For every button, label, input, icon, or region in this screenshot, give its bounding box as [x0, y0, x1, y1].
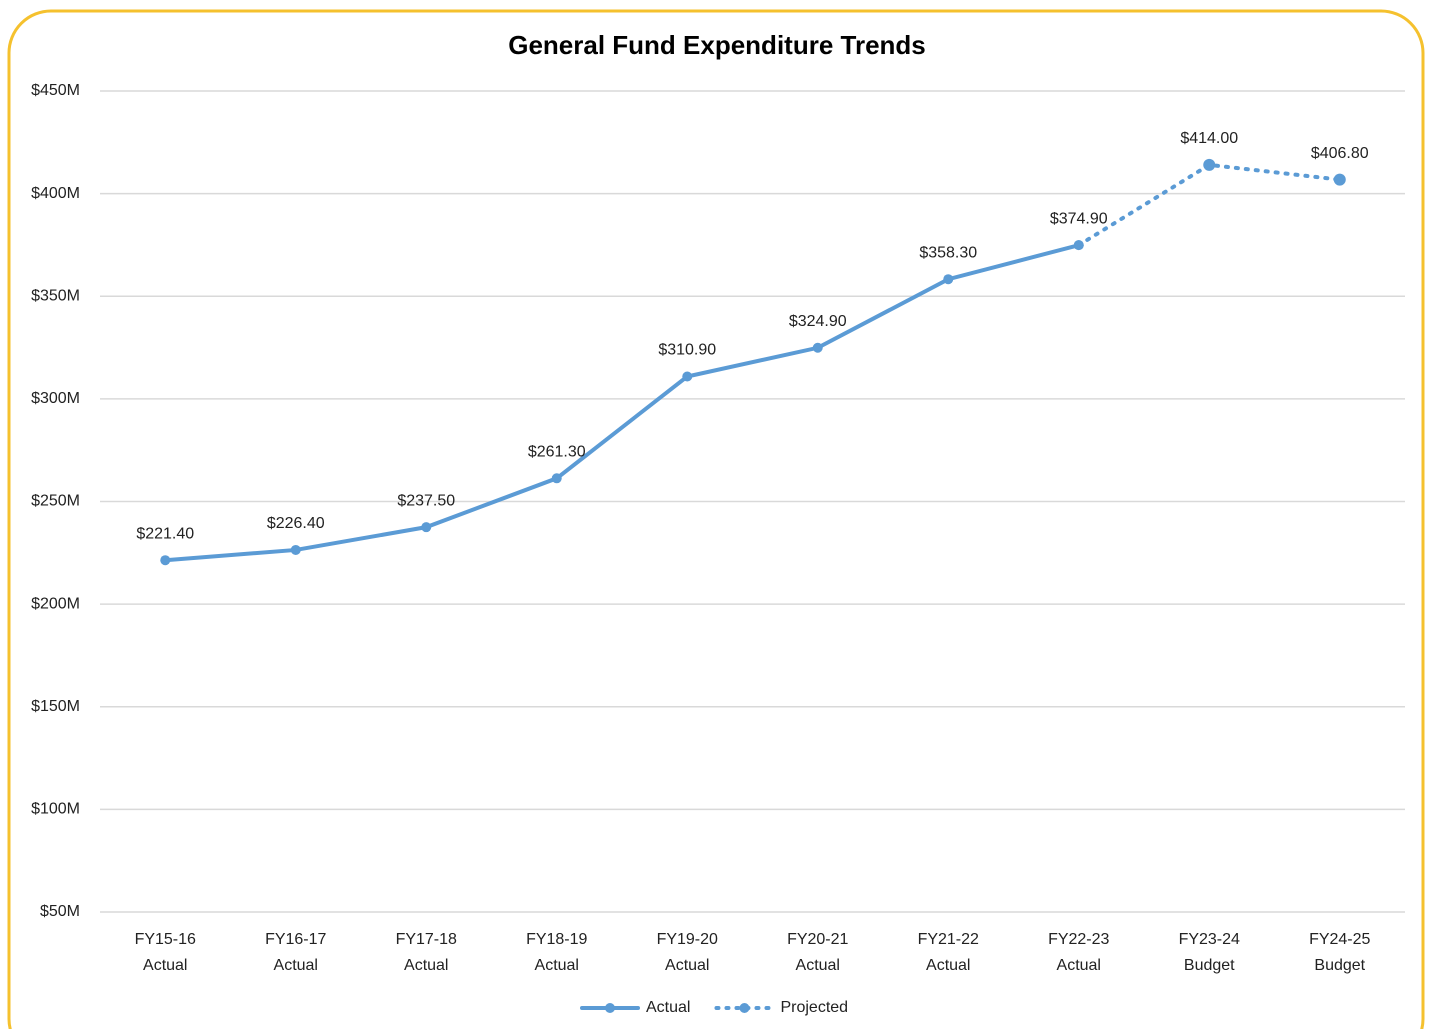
data-point	[160, 555, 171, 566]
data-point	[943, 274, 954, 285]
x-tick-label: FY18-19	[526, 931, 587, 948]
data-label: $358.30	[919, 244, 977, 261]
data-point	[290, 544, 301, 555]
y-tick-label: $150M	[31, 698, 80, 715]
data-point	[1333, 173, 1346, 186]
data-label: $374.90	[1050, 210, 1108, 227]
data-label: $414.00	[1180, 130, 1238, 147]
data-label: $237.50	[397, 492, 455, 509]
chart-title: General Fund Expenditure Trends	[508, 30, 926, 60]
y-tick-label: $450M	[31, 82, 80, 99]
x-tick-label: FY19-20	[657, 931, 718, 948]
y-tick-label: $400M	[31, 185, 80, 202]
legend-marker	[739, 1003, 750, 1013]
legend-label: Actual	[646, 999, 690, 1016]
x-tick-label: FY17-18	[396, 931, 457, 948]
y-tick-label: $100M	[31, 801, 80, 818]
legend-label: Projected	[780, 999, 848, 1016]
x-tick-label: FY20-21	[787, 931, 848, 948]
x-tick-label: Budget	[1184, 957, 1235, 974]
x-tick-label: FY23-24	[1179, 931, 1240, 948]
legend-marker	[605, 1003, 615, 1013]
x-tick-label: Actual	[143, 957, 187, 974]
x-tick-label: Actual	[404, 957, 448, 974]
x-tick-label: Actual	[274, 957, 318, 974]
data-point	[1073, 240, 1084, 251]
data-label: $261.30	[528, 444, 586, 461]
data-label: $310.90	[658, 342, 716, 359]
x-tick-label: FY22-23	[1048, 931, 1109, 948]
data-point	[421, 522, 432, 533]
y-tick-label: $250M	[31, 493, 80, 510]
y-tick-label: $200M	[31, 595, 80, 612]
x-tick-label: Actual	[665, 957, 709, 974]
y-tick-label: $300M	[31, 390, 80, 407]
x-tick-label: Actual	[796, 957, 840, 974]
chart-border	[7, 9, 1425, 1029]
x-tick-label: Actual	[535, 957, 579, 974]
x-tick-label: FY21-22	[918, 931, 979, 948]
data-label: $226.40	[267, 515, 325, 532]
data-label: $221.40	[136, 525, 194, 542]
x-tick-label: Budget	[1314, 957, 1365, 974]
x-tick-label: Actual	[926, 957, 970, 974]
x-tick-label: Actual	[1057, 957, 1101, 974]
data-point	[1203, 158, 1216, 171]
x-tick-label: FY24-25	[1309, 931, 1370, 948]
data-point	[682, 371, 693, 382]
data-label: $406.80	[1311, 145, 1369, 162]
data-point	[812, 342, 823, 353]
y-tick-label: $350M	[31, 287, 80, 304]
data-label: $324.90	[789, 313, 847, 330]
x-tick-label: FY16-17	[265, 931, 326, 948]
y-tick-label: $50M	[40, 903, 80, 920]
data-point	[551, 473, 562, 484]
series-line	[163, 243, 1081, 563]
x-tick-label: FY15-16	[135, 931, 196, 948]
